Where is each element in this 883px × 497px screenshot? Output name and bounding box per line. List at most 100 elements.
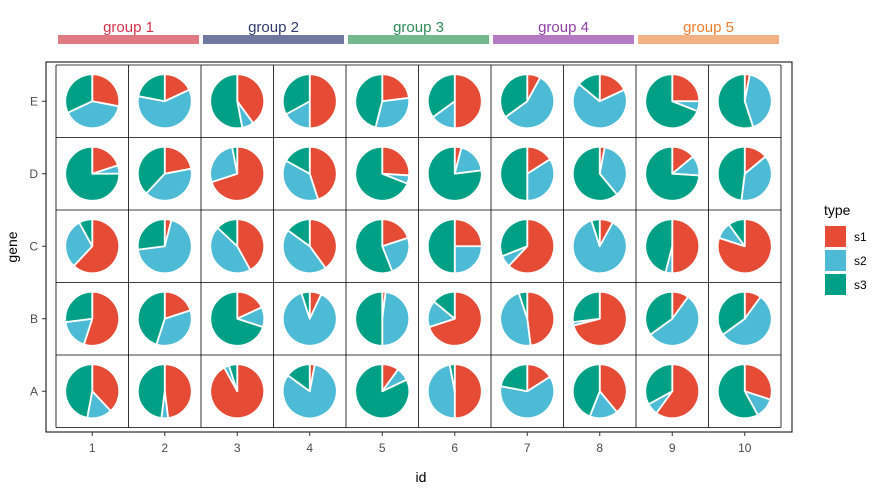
pie-slice-s3 (216, 218, 239, 248)
pie-slice-s2 (209, 226, 252, 275)
pie-slice-s2 (66, 100, 120, 130)
pie-slice-s3 (644, 290, 674, 336)
pie-A-9 (644, 363, 701, 420)
pie-slice-s3 (644, 73, 699, 130)
pie-slice-s3 (716, 73, 754, 130)
pie-slice-s3 (231, 145, 239, 175)
pie-slice-s3 (499, 218, 529, 258)
pie-A-8 (571, 363, 628, 420)
pie-slice-s3 (354, 363, 411, 420)
pie-slice-s3 (727, 218, 746, 248)
pie-slice-s3 (64, 290, 94, 324)
legend-label: s2 (854, 254, 867, 268)
pie-slice-s1 (308, 145, 338, 201)
pie-C-10 (716, 218, 773, 275)
pie-C-6 (426, 218, 483, 275)
pie-E-7 (499, 73, 556, 130)
pie-E-6 (426, 73, 483, 130)
group-bar (493, 35, 634, 44)
pie-D-5 (354, 145, 411, 202)
pie-A-4 (281, 363, 338, 420)
pie-slice-s2 (381, 291, 411, 347)
pie-slice-s2 (649, 296, 701, 347)
pie-slice-s3 (644, 218, 674, 274)
pie-slice-s3 (137, 73, 166, 103)
pie-E-8 (571, 73, 628, 130)
pie-slice-s3 (590, 218, 601, 248)
pie-A-6 (426, 363, 483, 420)
pie-slice-s3 (287, 218, 311, 248)
pie-slice-s3 (64, 145, 121, 202)
pie-slice-s3 (571, 145, 618, 202)
group-strip: group 3 (348, 19, 489, 44)
pie-slice-s1 (236, 73, 266, 124)
pie-slice-s3 (64, 363, 94, 419)
pie-slice-s2 (374, 96, 411, 130)
pie-slice-s3 (78, 218, 94, 248)
pie-slice-s3 (287, 363, 311, 393)
pie-slice-s1 (381, 145, 411, 177)
x-tick-label: 2 (161, 441, 168, 455)
group-strip: group 2 (203, 19, 344, 44)
pie-D-6 (426, 145, 483, 202)
y-axis-title: gene (4, 231, 20, 262)
pie-slice-s3 (209, 290, 264, 347)
pie-slice-s2 (426, 363, 456, 420)
pie-E-9 (644, 73, 701, 130)
group-label: group 2 (248, 19, 299, 36)
pie-slice-s3 (426, 73, 456, 119)
pie-slice-s2 (281, 229, 327, 275)
pie-A-1 (64, 363, 121, 420)
pie-D-2 (136, 145, 193, 202)
group-label: group 1 (103, 19, 154, 36)
pie-slice-s2 (281, 159, 319, 202)
pie-slice-s2 (499, 375, 556, 420)
y-tick-label: D (29, 167, 38, 181)
x-tick-label: 8 (596, 441, 603, 455)
pie-B-10 (716, 290, 773, 347)
grid-layer (55, 64, 782, 428)
pie-slice-s3 (281, 73, 311, 116)
pie-A-5 (354, 363, 411, 420)
pie-slice-s3 (354, 145, 409, 202)
pie-slice-s2 (598, 146, 628, 196)
pie-slice-s3 (285, 145, 311, 175)
pie-slice-s3 (644, 145, 701, 202)
pie-slice-s3 (644, 363, 674, 406)
pie-E-3 (209, 73, 266, 130)
pie-slice-s3 (448, 363, 456, 393)
pie-D-10 (716, 145, 773, 202)
pie-C-3 (209, 218, 266, 275)
group-bar (348, 35, 489, 44)
x-tick-label: 4 (306, 441, 313, 455)
pie-A-10 (716, 363, 773, 420)
group-label: group 5 (683, 19, 734, 36)
pie-E-4 (281, 73, 338, 130)
pie-slice-s3 (228, 363, 239, 393)
y-tick-label: B (30, 312, 38, 326)
x-tick-label: 9 (669, 441, 676, 455)
x-tick-label: 6 (451, 441, 458, 455)
pie-slice-s1 (671, 73, 701, 103)
pie-B-2 (136, 290, 193, 347)
pie-slice-s2 (504, 76, 556, 130)
legend-label: s3 (854, 278, 867, 292)
pie-slice-s3 (433, 290, 456, 320)
pie-slice-s2 (722, 296, 773, 347)
pie-slice-s3 (518, 290, 529, 320)
legend: type s1 s2 s3 (824, 202, 867, 295)
pie-slice-s2 (453, 245, 483, 275)
pie-slice-s1 (381, 73, 410, 103)
pie-slice-s1 (72, 218, 121, 275)
y-tick-label: E (30, 94, 38, 108)
pie-slice-s3 (571, 290, 601, 324)
x-tick-label: 5 (379, 441, 386, 455)
pie-D-4 (281, 145, 338, 202)
group-strip: group 4 (493, 19, 634, 44)
legend-label: s1 (854, 230, 867, 244)
pie-slice-s3 (499, 145, 529, 202)
pie-D-7 (499, 145, 556, 202)
y-tick-label: C (29, 239, 38, 253)
pie-E-5 (354, 73, 411, 130)
